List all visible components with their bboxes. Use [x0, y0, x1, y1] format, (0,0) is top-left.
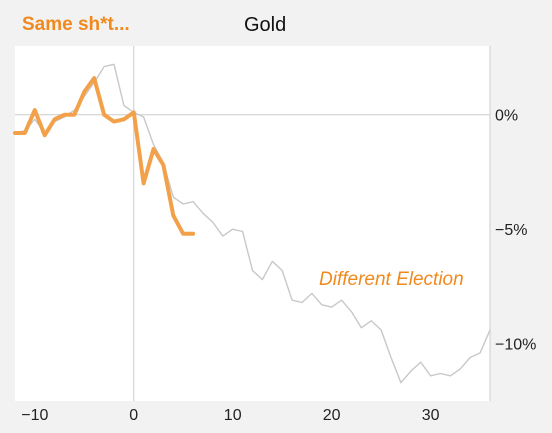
series-lines — [13, 63, 491, 384]
x-tick-label: 0 — [129, 407, 138, 424]
headline: Same sh*t... — [22, 14, 130, 35]
y-tick-label: 0% — [495, 108, 518, 125]
axes — [15, 46, 491, 401]
tick-labels: −10 0 10 20 30 0% −5% −10% — [21, 108, 536, 424]
chart-title: Gold — [244, 14, 287, 36]
y-tick-label: −5% — [495, 222, 527, 239]
x-tick-label: −10 — [21, 407, 48, 424]
x-tick-label: 20 — [323, 407, 341, 424]
series-line-current — [13, 76, 196, 236]
x-tick-label: 10 — [224, 407, 242, 424]
series-annotation: Different Election — [319, 269, 464, 290]
y-tick-label: −10% — [495, 337, 536, 354]
plot-panel — [15, 46, 490, 401]
x-tick-label: 30 — [422, 407, 440, 424]
